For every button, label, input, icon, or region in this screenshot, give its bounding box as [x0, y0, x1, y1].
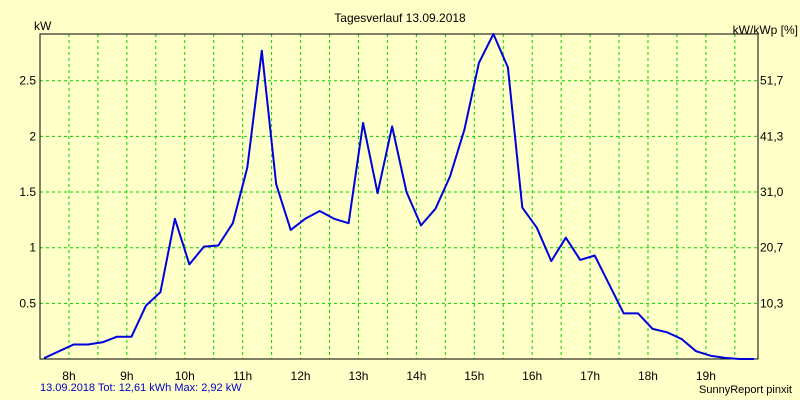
x-tick-label: 16h	[522, 369, 542, 383]
data-point	[550, 260, 553, 262]
data-point	[333, 217, 335, 220]
data-point	[753, 358, 755, 360]
data-point	[608, 283, 610, 286]
data-point	[159, 291, 162, 294]
x-tick-label: 14h	[406, 369, 426, 383]
data-point	[695, 350, 697, 353]
x-tick-label: 10h	[175, 369, 195, 383]
data-point	[593, 254, 596, 257]
y-tick-label-left: 2	[29, 129, 36, 143]
y-axis-label-left: kW	[34, 19, 52, 33]
data-point	[463, 128, 466, 131]
x-tick-label: 19h	[696, 369, 716, 383]
data-point	[651, 328, 654, 330]
data-point	[145, 304, 147, 307]
data-point	[579, 259, 582, 261]
data-point	[275, 183, 278, 186]
data-point	[246, 166, 249, 169]
data-point	[101, 341, 104, 344]
y-tick-label-left: 0.5	[19, 296, 36, 310]
data-point	[116, 335, 118, 338]
x-tick-label: 15h	[464, 369, 484, 383]
data-point	[174, 217, 176, 220]
data-point	[536, 226, 538, 229]
data-point	[420, 224, 422, 227]
data-point	[260, 49, 263, 52]
chart-title: Tagesverlauf 13.09.2018	[334, 11, 466, 25]
data-point	[637, 312, 639, 315]
data-point	[318, 210, 321, 212]
tick-labels: 8h 9h 10h 11h 12h 13h 14h 15h 16h 17h 18h 19h 0.5 10,…	[19, 74, 783, 383]
data-point	[304, 217, 306, 220]
data-point	[43, 357, 46, 359]
x-tick-label: 8h	[62, 369, 75, 383]
x-tick-label: 12h	[291, 369, 311, 383]
series-group	[43, 33, 755, 360]
data-point	[405, 191, 408, 193]
data-point	[217, 244, 220, 247]
data-point	[362, 122, 364, 124]
data-point	[87, 343, 89, 346]
axes	[39, 33, 759, 360]
data-point	[58, 350, 60, 353]
y-tick-label-left: 2.5	[19, 74, 36, 88]
credit-text: SunnyReport pinxit	[699, 384, 792, 396]
y-tick-label-left: 1.5	[19, 185, 36, 199]
data-point	[72, 343, 75, 346]
y-tick-label-right: 20,7	[760, 241, 784, 255]
data-point	[478, 62, 480, 64]
data-point	[232, 222, 234, 225]
y-tick-label-right: 31,0	[760, 185, 784, 199]
data-point	[492, 33, 495, 35]
data-point	[724, 357, 726, 359]
x-tick-label: 18h	[638, 369, 658, 383]
data-point	[188, 263, 191, 266]
data-point	[130, 335, 133, 338]
summary-text: 13.09.2018 Tot: 12,61 kWh Max: 2,92 kW	[40, 382, 242, 394]
data-point	[347, 222, 350, 225]
data-point	[449, 175, 451, 178]
data-point	[203, 245, 205, 248]
data-point	[738, 358, 741, 360]
x-tick-label: 9h	[120, 369, 133, 383]
y-tick-label-right: 10,3	[760, 296, 784, 310]
grid-lines	[40, 34, 758, 359]
y-tick-label-left: 1	[29, 241, 36, 255]
series-line	[44, 33, 754, 360]
data-point	[564, 236, 567, 239]
data-point	[521, 206, 524, 209]
data-point	[507, 66, 509, 69]
data-point	[391, 125, 393, 128]
x-tick-label: 11h	[233, 369, 252, 383]
x-tick-label: 17h	[580, 369, 600, 383]
plot-frame	[39, 33, 759, 360]
data-point	[434, 207, 437, 210]
data-point	[289, 229, 292, 231]
data-point	[622, 312, 625, 315]
y-tick-label-right: 51,7	[760, 74, 784, 88]
data-point	[680, 338, 683, 340]
data-point	[666, 331, 668, 334]
y-tick-label-right: 41,3	[760, 129, 784, 143]
data-point	[376, 192, 379, 194]
data-point	[709, 354, 712, 357]
x-tick-label: 13h	[348, 369, 368, 383]
